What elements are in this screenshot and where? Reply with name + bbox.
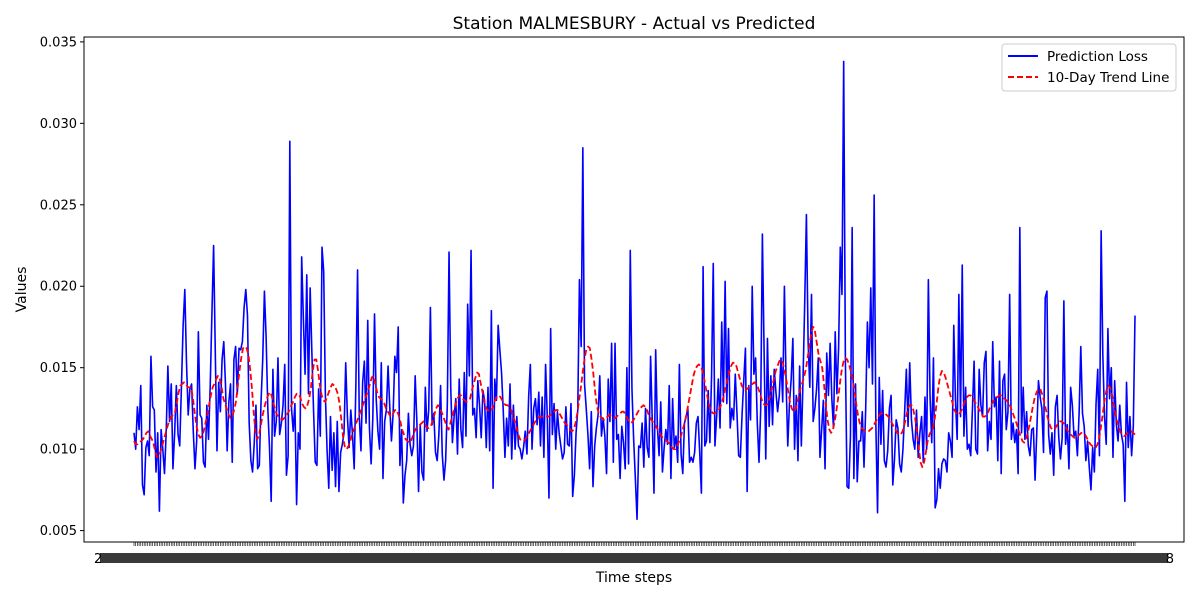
legend-label-trend-line: 10-Day Trend Line [1047,70,1169,86]
y-tick-label: 0.025 [40,198,77,213]
plot-lines [133,60,1136,520]
y-tick-label: 0.030 [40,117,77,132]
series-line-prediction-loss [133,60,1136,520]
legend-label-prediction-loss: Prediction Loss [1047,49,1148,65]
chart-title: Station MALMESBURY - Actual vs Predicted [453,14,816,34]
x-tick-labels-overlap [100,553,1168,563]
y-axis-title: Values [14,267,30,313]
x-axis-title: Time steps [595,570,672,586]
legend: Prediction Loss 10-Day Trend Line [1001,43,1177,92]
y-tick-label: 0.005 [40,524,77,539]
y-tick-label: 0.020 [40,280,77,295]
y-tick-label: 0.035 [40,35,77,50]
y-tick-label: 0.010 [40,443,77,458]
x-axis-ticks [100,542,1168,563]
plot-frame [83,36,1185,543]
series-line-trend [133,326,1136,468]
x-tick-label-end: 8 [1166,552,1174,567]
y-axis-ticks: 0.005 0.010 0.015 0.020 0.025 0.030 0.035 [40,35,84,539]
legend-box [1001,43,1177,92]
x-tick-label-start: 2 [94,552,102,567]
y-tick-label: 0.015 [40,361,77,376]
